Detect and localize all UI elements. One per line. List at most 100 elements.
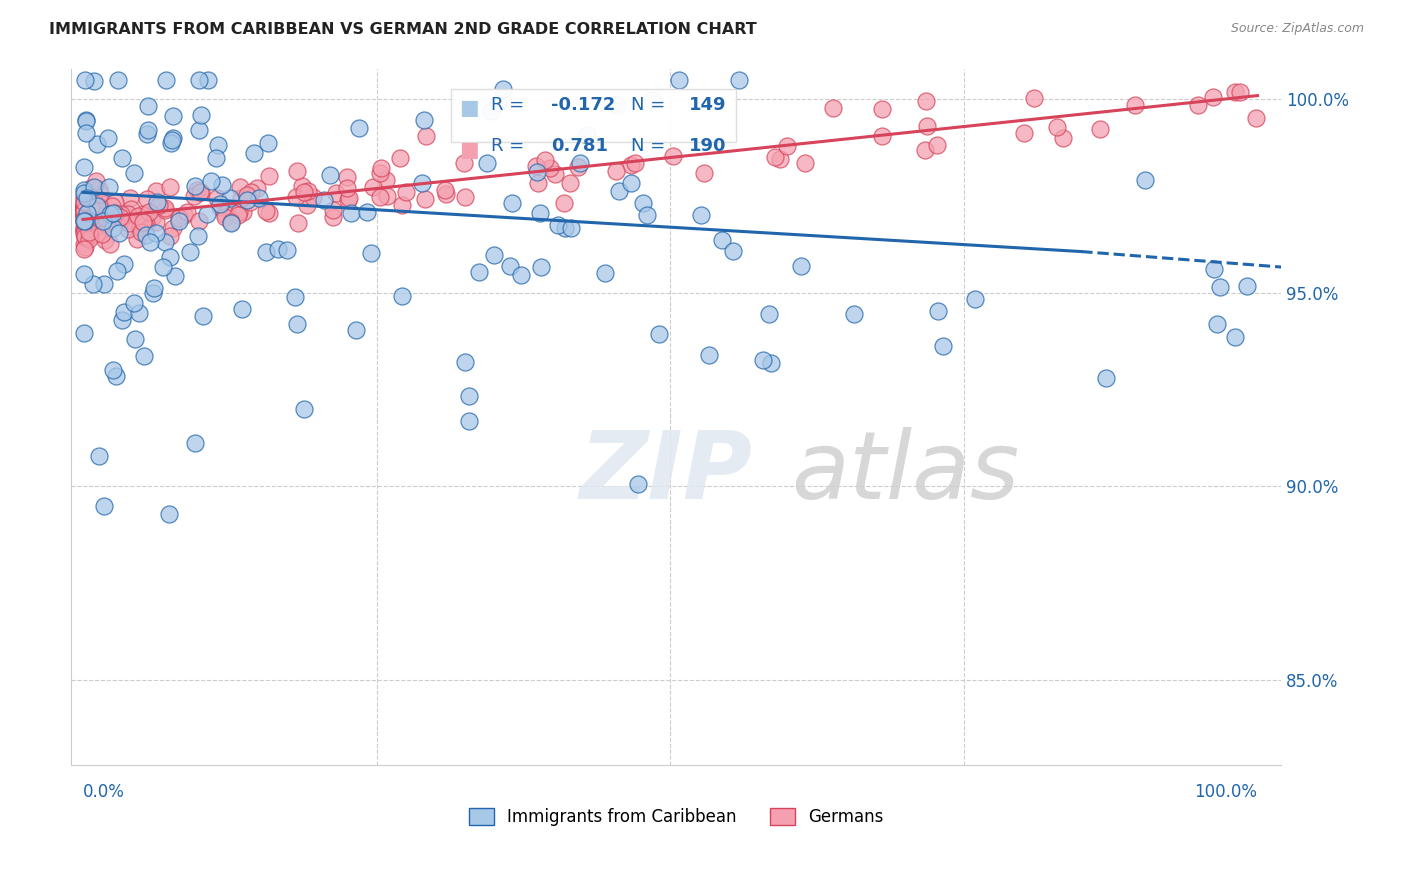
Point (606, 97, 628, 112)
Point (73, 206, 96, 220)
Point (287, 217, 309, 231)
Point (73, 242, 96, 256)
Point (370, 190, 392, 204)
Point (83, 179, 105, 194)
Point (1133, 173, 1156, 187)
Point (276, 243, 298, 257)
Point (914, 144, 936, 158)
Point (297, 184, 319, 198)
Point (75, 113, 97, 128)
Point (87, 449, 110, 463)
Point (104, 195, 127, 210)
Point (135, 216, 157, 230)
Point (97, 180, 120, 194)
Point (285, 317, 308, 331)
Point (117, 207, 139, 221)
Point (285, 163, 308, 178)
Point (138, 205, 160, 219)
Point (83, 195, 105, 210)
Point (391, 289, 413, 303)
Point (823, 101, 845, 115)
Point (1229, 85, 1251, 99)
Point (711, 233, 734, 247)
Point (73, 201, 96, 215)
Point (110, 211, 132, 225)
Point (73, 195, 96, 210)
Point (267, 242, 290, 256)
Point (186, 183, 208, 197)
Point (207, 138, 229, 153)
Point (322, 203, 344, 218)
Point (83, 74, 105, 88)
Point (73, 222, 96, 236)
Point (118, 216, 141, 230)
Point (105, 264, 128, 278)
Point (128, 305, 150, 319)
Point (122, 295, 145, 310)
Point (73, 220, 96, 235)
Point (125, 232, 148, 246)
Point (73, 200, 96, 214)
Point (1202, 261, 1225, 276)
Point (152, 260, 174, 274)
Point (337, 194, 360, 208)
Point (190, 108, 212, 122)
Text: 190: 190 (689, 136, 727, 155)
Point (870, 128, 893, 143)
Point (110, 207, 132, 221)
Text: IMMIGRANTS FROM CARIBBEAN VS GERMAN 2ND GRADE CORRELATION CHART: IMMIGRANTS FROM CARIBBEAN VS GERMAN 2ND … (49, 22, 756, 37)
Point (77, 225, 100, 239)
Point (91, 227, 114, 242)
Point (132, 207, 155, 221)
Point (75, 230, 97, 244)
Point (1202, 89, 1225, 103)
Point (239, 195, 262, 210)
Point (131, 225, 153, 239)
Point (727, 73, 749, 87)
Point (162, 131, 184, 145)
Point (319, 168, 342, 182)
Point (312, 193, 335, 207)
Point (141, 286, 163, 301)
Point (73, 267, 96, 281)
Point (915, 94, 938, 108)
Point (553, 196, 575, 211)
Point (90, 219, 112, 233)
Point (80, 181, 103, 195)
Point (91, 213, 114, 227)
Point (73, 206, 96, 220)
Point (167, 214, 190, 228)
Point (547, 218, 569, 232)
Point (112, 257, 135, 271)
Point (336, 170, 359, 185)
Point (195, 207, 218, 221)
Point (453, 190, 475, 204)
Point (1236, 279, 1258, 293)
Point (647, 326, 669, 341)
Point (75, 113, 97, 128)
Point (284, 290, 307, 304)
Point (73, 228, 96, 243)
Point (73, 202, 96, 217)
Point (73, 208, 96, 222)
Point (413, 112, 436, 127)
Point (184, 435, 207, 450)
Point (284, 190, 307, 204)
Point (231, 302, 253, 317)
Point (124, 166, 146, 180)
Point (73, 210, 96, 224)
Point (157, 507, 180, 521)
Point (1012, 126, 1035, 140)
Point (76, 191, 98, 205)
Point (322, 211, 344, 225)
Point (205, 191, 228, 205)
Point (76, 229, 98, 244)
Point (247, 191, 270, 205)
Point (107, 73, 129, 87)
Point (631, 195, 654, 210)
Point (214, 211, 236, 225)
Point (356, 205, 378, 219)
Point (641, 93, 664, 107)
Point (93, 499, 115, 513)
Point (454, 355, 477, 369)
